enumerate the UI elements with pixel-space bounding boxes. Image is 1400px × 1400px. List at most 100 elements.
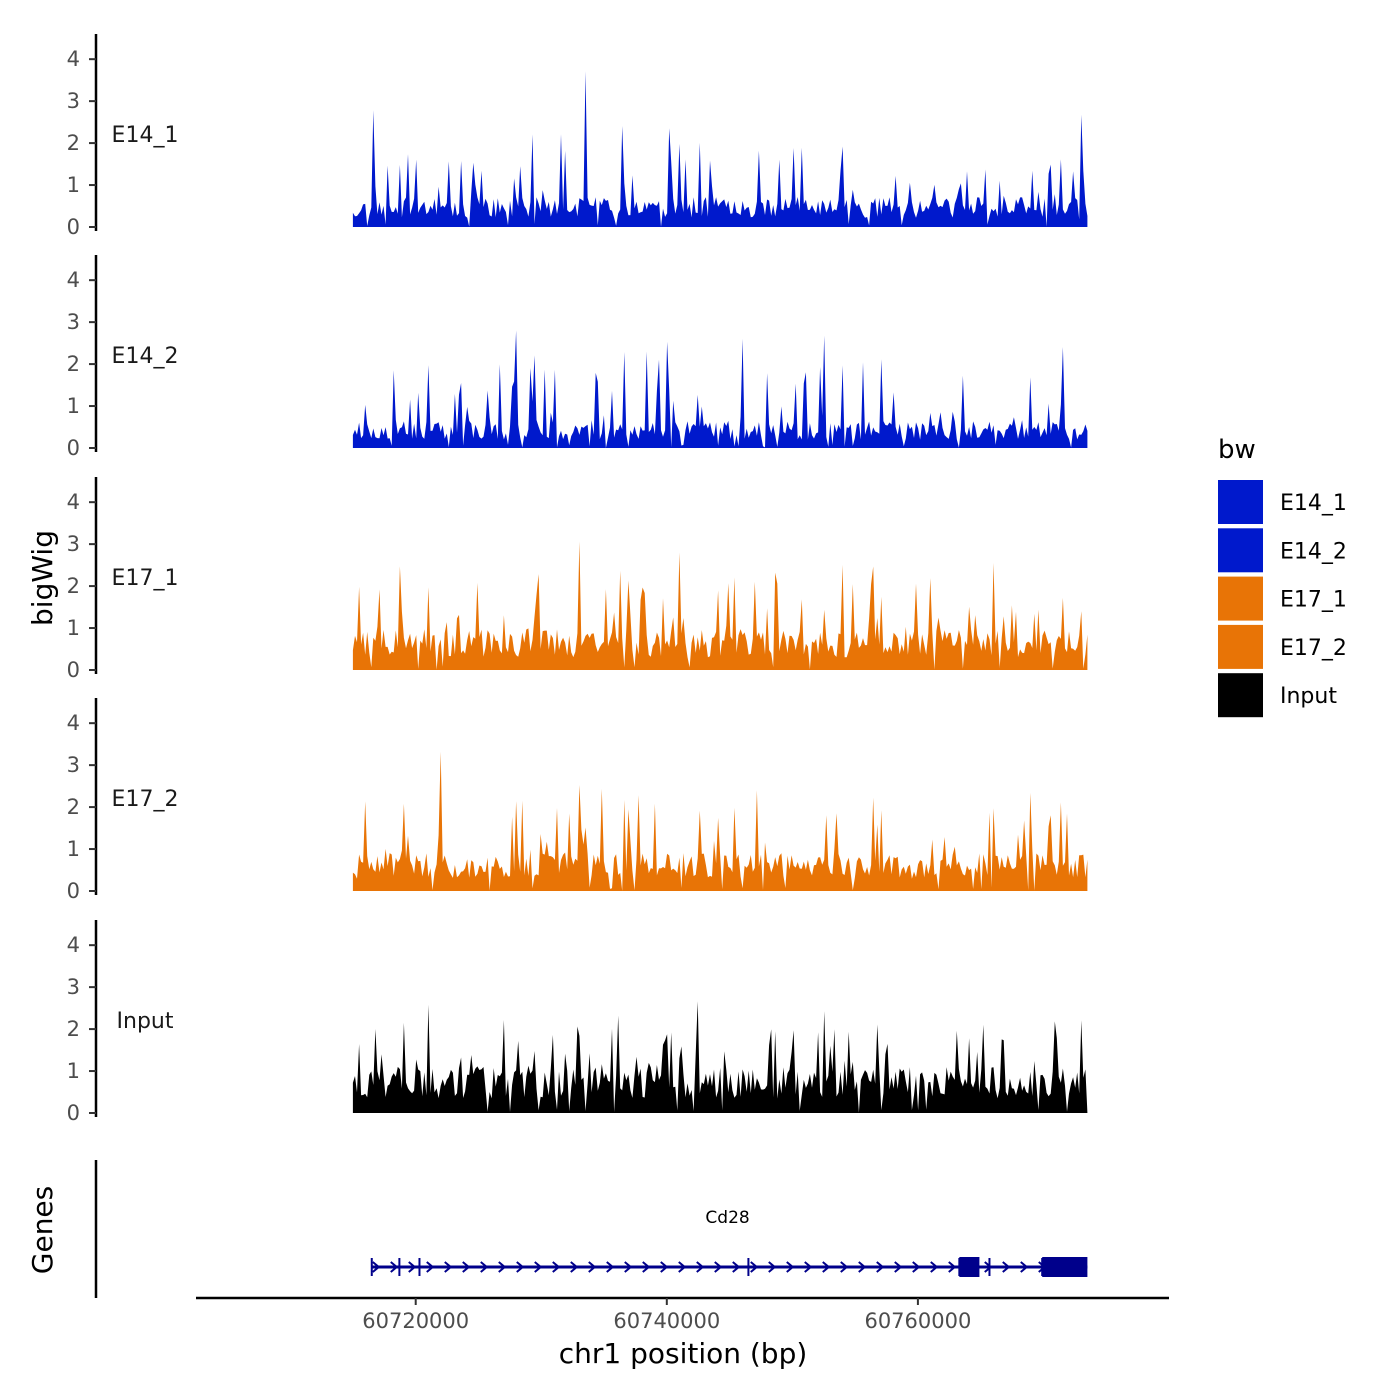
- y-tick-label: 4: [67, 711, 80, 735]
- y-axis-title: bigWig: [26, 530, 59, 626]
- track-E17_1: 0 1 2 3 4 E17_1: [67, 477, 1088, 682]
- genes-track-title: Genes: [26, 1186, 59, 1274]
- legend-label-E17_2: E17_2: [1280, 636, 1347, 661]
- strand-chevron: [804, 1261, 813, 1273]
- strand-chevron: [642, 1261, 651, 1273]
- strand-chevron: [876, 1261, 885, 1273]
- strand-chevron: [948, 1261, 957, 1273]
- strand-chevron: [624, 1261, 633, 1273]
- legend-label-E14_2: E14_2: [1280, 539, 1347, 564]
- x-tick-label: 60760000: [864, 1309, 971, 1333]
- y-tick-label: 1: [67, 394, 80, 418]
- strand-chevron: [408, 1261, 417, 1273]
- track-E14_2: 0 1 2 3 4 E14_2: [67, 255, 1088, 460]
- y-tick-label: 4: [67, 490, 80, 514]
- strand-chevron: [912, 1261, 921, 1273]
- track-label: E17_1: [112, 566, 179, 591]
- x-tick-label: 60720000: [362, 1309, 469, 1333]
- strand-chevron: [984, 1261, 993, 1273]
- y-tick-label: 1: [67, 616, 80, 640]
- strand-chevron: [732, 1261, 741, 1273]
- track-label: E14_1: [112, 123, 179, 148]
- y-tick-label: 2: [67, 1017, 80, 1041]
- strand-chevron: [1002, 1261, 1011, 1273]
- track-label: Input: [117, 1009, 174, 1034]
- y-tick-label: 4: [67, 268, 80, 292]
- coverage-area-Input: [352, 1001, 1088, 1113]
- exon-block: [959, 1257, 980, 1277]
- legend-swatch-E14_2: [1218, 528, 1263, 573]
- legend-title: bw: [1218, 435, 1256, 465]
- y-tick-label: 0: [67, 215, 80, 239]
- strand-chevron: [822, 1261, 831, 1273]
- strand-chevron: [750, 1261, 759, 1273]
- y-tick-label: 2: [67, 795, 80, 819]
- x-axis: 60720000 60740000 60760000: [196, 1296, 1169, 1333]
- y-tick-label: 3: [67, 753, 80, 777]
- strand-chevron: [1020, 1261, 1029, 1273]
- legend-swatch-Input: [1218, 673, 1263, 718]
- track-E17_2: 0 1 2 3 4 E17_2: [67, 698, 1088, 903]
- strand-chevron: [894, 1261, 903, 1273]
- y-tick-label: 3: [67, 532, 80, 556]
- track-label: E14_2: [112, 344, 179, 369]
- coverage-tracks: 0 1 2 3 4 E14_1 0 1 2 3 4 E14_2 0 1 2 3 4 E17_1 0 1 2 3 4 E17_2…: [67, 34, 1088, 1125]
- y-tick-label: 1: [67, 1059, 80, 1083]
- legend-swatch-E17_2: [1218, 624, 1263, 669]
- legend-label-E14_1: E14_1: [1280, 491, 1347, 516]
- strand-chevron: [444, 1261, 453, 1273]
- gene-Cd28: Cd28: [370, 1208, 1088, 1277]
- track-label: E17_2: [112, 787, 179, 812]
- strand-chevron: [930, 1261, 939, 1273]
- strand-chevron: [768, 1261, 777, 1273]
- coverage-area-E14_2: [352, 330, 1088, 448]
- y-tick-label: 3: [67, 975, 80, 999]
- strand-chevron: [588, 1261, 597, 1273]
- strand-chevron: [426, 1261, 435, 1273]
- x-axis-title: chr1 position (bp): [559, 1337, 808, 1370]
- strand-chevron: [498, 1261, 507, 1273]
- y-tick-label: 1: [67, 173, 80, 197]
- y-tick-label: 2: [67, 574, 80, 598]
- y-tick-label: 4: [67, 47, 80, 71]
- strand-chevron: [534, 1261, 543, 1273]
- legend-label-Input: Input: [1280, 684, 1337, 709]
- y-tick-label: 0: [67, 879, 80, 903]
- legend: bw E14_1 E14_2 E17_1 E17_2 Input: [1218, 435, 1347, 718]
- y-tick-label: 3: [67, 310, 80, 334]
- coverage-area-E17_2: [352, 751, 1088, 891]
- y-tick-label: 2: [67, 131, 80, 155]
- coverage-area-E17_1: [352, 541, 1088, 670]
- gene-label: Cd28: [705, 1208, 749, 1228]
- strand-chevron: [570, 1261, 579, 1273]
- y-tick-label: 2: [67, 352, 80, 376]
- legend-label-E17_1: E17_1: [1280, 588, 1347, 613]
- strand-chevron: [696, 1261, 705, 1273]
- strand-chevron: [678, 1261, 687, 1273]
- strand-chevron: [480, 1261, 489, 1273]
- legend-swatch-E17_1: [1218, 576, 1263, 621]
- strand-chevron: [660, 1261, 669, 1273]
- coverage-area-E14_1: [352, 71, 1088, 227]
- y-tick-label: 3: [67, 89, 80, 113]
- exon-block: [1042, 1257, 1088, 1277]
- strand-chevron: [390, 1261, 399, 1273]
- y-tick-label: 1: [67, 837, 80, 861]
- strand-chevron: [714, 1261, 723, 1273]
- strand-chevron: [462, 1261, 471, 1273]
- x-tick-label: 60740000: [613, 1309, 720, 1333]
- legend-swatch-E14_1: [1218, 480, 1263, 524]
- y-tick-label: 0: [67, 658, 80, 682]
- strand-chevron: [552, 1261, 561, 1273]
- track-E14_1: 0 1 2 3 4 E14_1: [67, 34, 1088, 239]
- track-Input: 0 1 2 3 4 Input: [67, 920, 1088, 1125]
- strand-chevron: [840, 1261, 849, 1273]
- strand-chevron: [606, 1261, 615, 1273]
- genes-track: Genes Cd28: [26, 1160, 1088, 1298]
- y-tick-label: 0: [67, 1101, 80, 1125]
- y-tick-label: 0: [67, 436, 80, 460]
- strand-chevron: [786, 1261, 795, 1273]
- strand-chevron: [516, 1261, 525, 1273]
- y-tick-label: 4: [67, 933, 80, 957]
